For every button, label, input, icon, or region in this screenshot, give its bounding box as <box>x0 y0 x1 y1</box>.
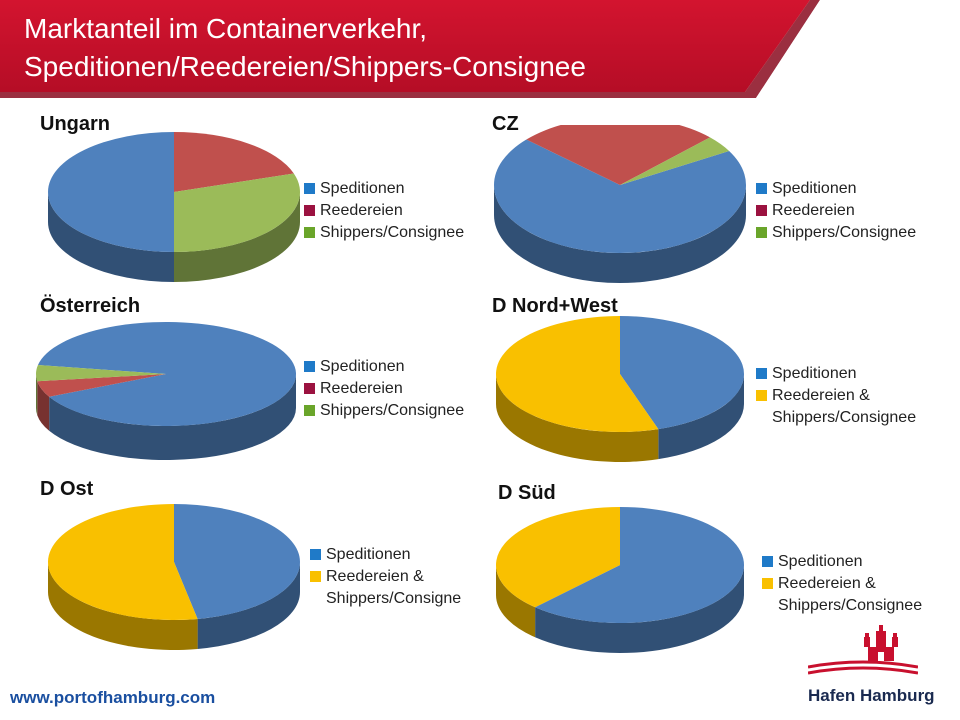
pie-slice-side <box>494 185 746 283</box>
legend-swatch <box>304 405 315 416</box>
legend-swatch <box>756 183 767 194</box>
pie-slice-shippers-consignee <box>36 364 166 382</box>
legend-d-nord-west: Speditionen Reedereien & Shippers/Consig… <box>756 363 952 429</box>
pie-slice-reedereien <box>37 374 166 397</box>
chart-title-d-nord-west: D Nord+West <box>492 295 618 317</box>
title-line-2: Speditionen/Reedereien/Shippers-Consigne… <box>24 51 586 82</box>
pie-slice-speditionen <box>37 322 297 426</box>
legend-cz: Speditionen Reedereien Shippers/Consigne… <box>756 178 952 244</box>
pie-slice-speditionen <box>174 504 301 619</box>
legend-d-sued: Speditionen Reedereien & Shippers/Consig… <box>762 551 958 617</box>
legend-item-speditionen: Speditionen <box>304 356 500 378</box>
legend-swatch <box>756 227 767 238</box>
legend-item-reedereien-shippers: Reedereien & Shippers/Consigne <box>310 566 506 610</box>
legend-swatch <box>762 578 773 589</box>
legend-swatch <box>310 571 321 582</box>
chart-title-d-ost: D Ost <box>40 478 94 500</box>
title-line-1: Marktanteil im Containerverkehr, <box>24 13 428 44</box>
legend-item-speditionen: Speditionen <box>310 544 506 566</box>
legend-oesterreich: Speditionen Reedereien Shippers/Consigne… <box>304 356 500 422</box>
hamburg-castle-logo <box>808 625 918 675</box>
legend-item-speditionen: Speditionen <box>756 178 952 200</box>
pie-slice-reedereien-shippers-consignee <box>496 507 620 608</box>
footer-brand: Hafen Hamburg <box>808 686 935 705</box>
chart-title-oesterreich: Österreich <box>40 295 141 317</box>
legend-item-reedereien-shippers: Reedereien & Shippers/Consignee <box>756 385 952 429</box>
pie-slice-side <box>37 381 50 431</box>
pie-ungarn <box>48 132 300 282</box>
pie-slice-side <box>496 565 536 638</box>
pie-slice-side <box>174 192 300 282</box>
legend-swatch <box>304 361 315 372</box>
legend-item-speditionen: Speditionen <box>762 551 958 573</box>
pie-slice-side <box>658 374 744 460</box>
chart-title-ungarn: Ungarn <box>40 113 110 135</box>
legend-swatch <box>304 183 315 194</box>
pie-slice-speditionen <box>620 316 744 430</box>
legend-swatch <box>310 549 321 560</box>
pie-slice-side <box>48 562 198 650</box>
pie-slice-side <box>197 562 301 649</box>
pie-slice-side <box>48 192 174 282</box>
legend-swatch <box>762 556 773 567</box>
legend-item-speditionen: Speditionen <box>304 178 500 200</box>
legend-swatch <box>756 390 767 401</box>
pie-slice-shippers-consignee <box>620 137 730 185</box>
pie-slice-shippers-consignee <box>174 173 300 252</box>
page-title: Marktanteil im Containerverkehr, Spediti… <box>24 10 586 86</box>
footer-website-link[interactable]: www.portofhamburg.com <box>10 688 216 707</box>
pie-slice-speditionen <box>48 132 174 252</box>
legend-swatch <box>304 227 315 238</box>
title-banner: Marktanteil im Containerverkehr, Spediti… <box>0 0 960 104</box>
pie-slice-side <box>49 374 297 460</box>
pie-slice-reedereien-shippers-consigne <box>48 504 198 620</box>
pie-slice-speditionen <box>494 139 746 253</box>
legend-d-ost: Speditionen Reedereien & Shippers/Consig… <box>310 544 506 610</box>
chart-title-cz: CZ <box>492 113 519 135</box>
pie-slice-side <box>496 374 659 462</box>
pie-slice-reedereien-shippers-consignee <box>495 316 659 432</box>
legend-item-reedereien: Reedereien <box>304 200 500 222</box>
pie-d-ost <box>48 504 301 650</box>
legend-item-reedereien: Reedereien <box>756 200 952 222</box>
legend-item-shippers: Shippers/Consignee <box>756 222 952 244</box>
banner-shape <box>0 0 960 104</box>
legend-swatch <box>304 383 315 394</box>
pie-d-sued <box>496 507 744 653</box>
pie-slice-side <box>535 565 744 653</box>
legend-item-reedereien-shippers: Reedereien & Shippers/Consignee <box>762 573 958 617</box>
chart-title-d-sued: D Süd <box>498 482 556 504</box>
pie-d-nord-west <box>495 316 744 462</box>
legend-ungarn: Speditionen Reedereien Shippers/Consigne… <box>304 178 500 244</box>
pie-slice-reedereien <box>526 125 711 185</box>
pie-cz <box>494 125 746 283</box>
legend-item-reedereien: Reedereien <box>304 378 500 400</box>
legend-item-speditionen: Speditionen <box>756 363 952 385</box>
legend-swatch <box>756 205 767 216</box>
pie-slice-side <box>36 374 38 416</box>
legend-item-shippers: Shippers/Consignee <box>304 400 500 422</box>
pie-slice-reedereien <box>174 132 294 192</box>
legend-item-shippers: Shippers/Consignee <box>304 222 500 244</box>
legend-swatch <box>304 205 315 216</box>
pie-slice-speditionen <box>535 507 744 623</box>
legend-swatch <box>756 368 767 379</box>
pie-oesterreich <box>36 322 297 460</box>
